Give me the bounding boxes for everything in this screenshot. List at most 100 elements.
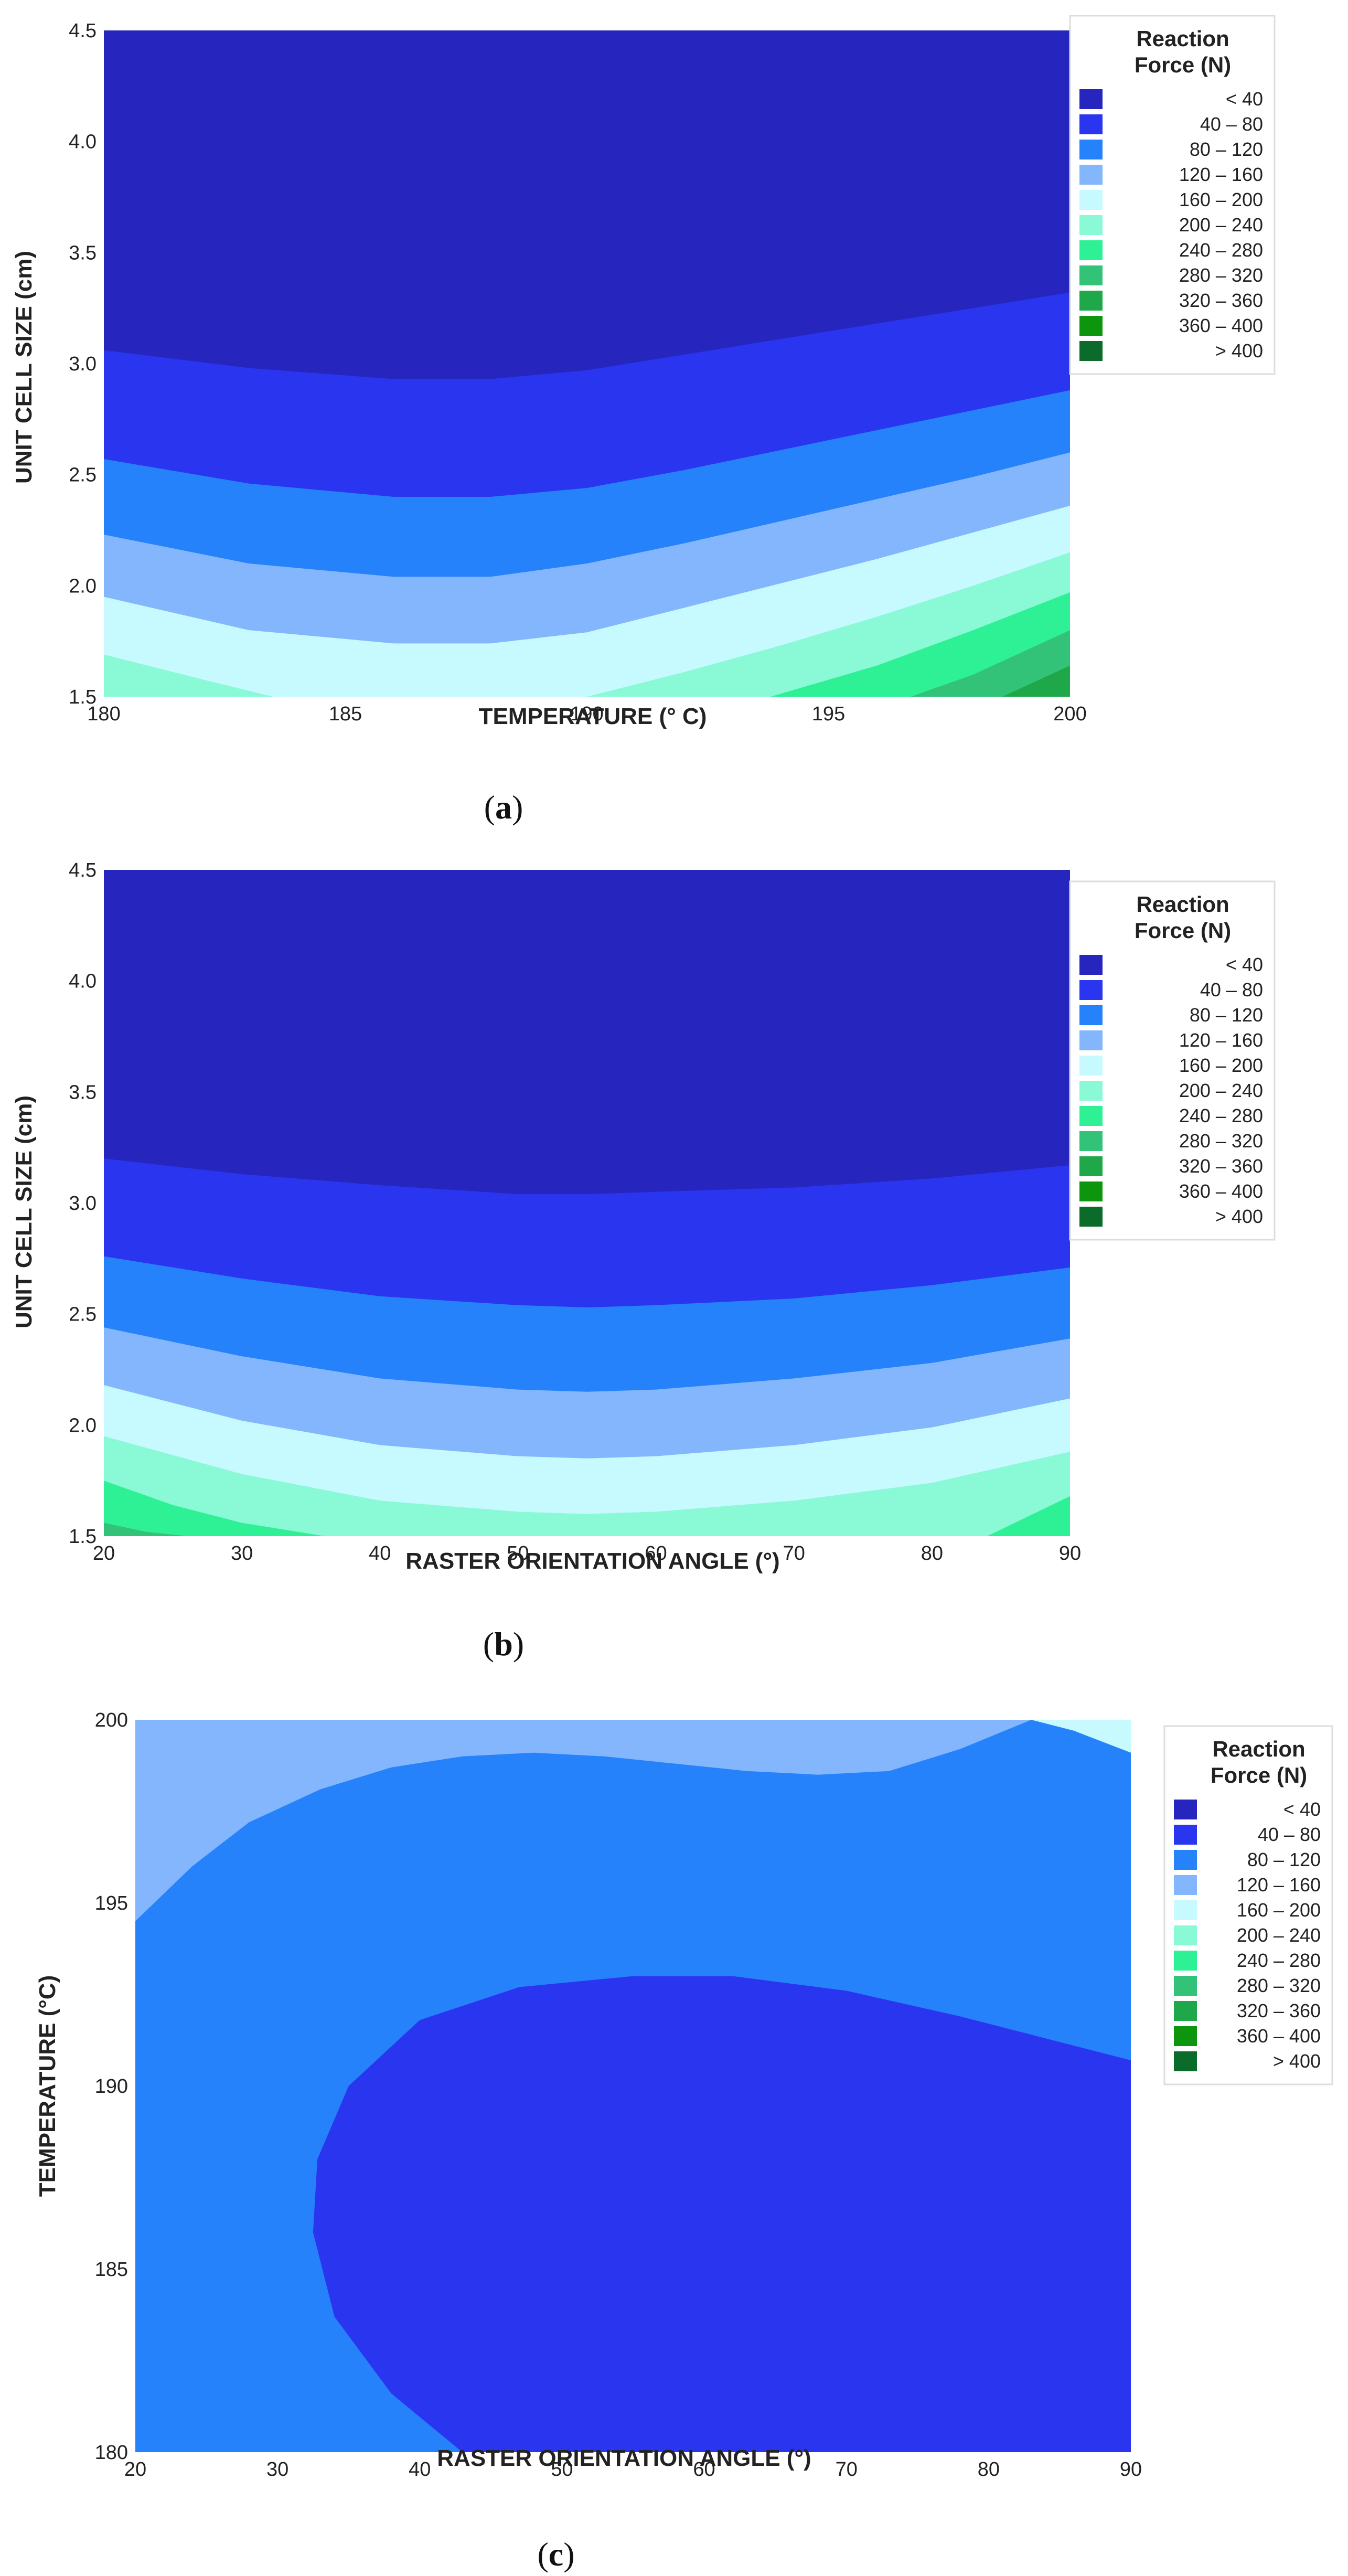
y-tick-label: 185 [95,2259,128,2281]
legend-label: 200 – 240 [1179,214,1263,236]
legend-swatch [1174,1875,1197,1895]
legend-label: 200 – 240 [1237,1924,1321,1946]
y-tick-label: 3.0 [69,353,97,375]
legend-swatch [1079,165,1103,185]
legend-label: 160 – 200 [1237,1899,1321,1921]
x-tick-label: 90 [1059,1542,1081,1564]
x-axis-title: RASTER ORIENTATION ANGLE (°) [437,2445,811,2471]
y-tick-label: 4.5 [69,859,97,881]
legend-swatch [1174,2026,1197,2046]
x-tick-label: 30 [266,2458,288,2481]
legend-swatch [1079,240,1103,260]
legend-swatch [1174,1976,1197,1996]
legend-swatch [1174,2051,1197,2071]
contour-band-200 [104,552,1070,697]
legend-label: > 400 [1273,2050,1321,2072]
y-tick-label: 4.0 [69,131,97,153]
legend-label: 80 – 120 [1247,1849,1321,1870]
legend-label: 360 – 400 [1237,2025,1321,2047]
contour-chart-b: 1.5 2.0 2.5 3.0 3.5 4.0 4.5 20 30 40 50 60 70 80 90 U… [11,859,1276,1663]
legend-frame [1069,15,1276,375]
legend-swatch [1174,1800,1197,1819]
legend-label: 200 – 240 [1179,1080,1263,1101]
y-tick-label: 3.5 [69,1081,97,1103]
contour-band-320 [1002,665,1070,697]
contour-chart-c: 180 185 190 195 200 20 30 40 50 60 70 80 90 TEMPERA… [35,1709,1333,2573]
x-axis-title: TEMPERATURE (° C) [479,704,707,729]
contour-band-280 [911,630,1070,697]
legend-label: 120 – 160 [1179,1029,1263,1051]
legend-label: > 400 [1215,340,1263,361]
legend-label: < 40 [1226,954,1263,975]
legend-swatch [1079,291,1103,311]
panel-caption: (b) [483,1625,524,1663]
panel-c: 180 185 190 195 200 20 30 40 50 60 70 80 90 TEMPERA… [0,1695,1348,2576]
legend-label: 40 – 80 [1258,1824,1321,1845]
legend-label: 240 – 280 [1179,239,1263,261]
x-axis-ticks: 20 30 40 50 60 70 80 90 [124,2458,1142,2481]
legend-label: 160 – 200 [1179,189,1263,210]
legend-label: 120 – 160 [1237,1874,1321,1896]
contour-band-200 [104,1436,1070,1536]
y-tick-label: 180 [95,2442,128,2464]
legend-swatch [1079,265,1103,285]
legend-swatch [1079,955,1103,975]
legend-swatch [1079,980,1103,1000]
y-tick-label: 3.5 [69,242,97,264]
legend-swatch [1079,1207,1103,1227]
legend-swatch [1174,1951,1197,1971]
legend-label: 120 – 160 [1179,164,1263,185]
x-tick-label: 20 [93,1542,115,1564]
x-tick-label: 60 [693,2458,715,2481]
y-tick-label: 195 [95,1892,128,1914]
legend-label: > 400 [1215,1206,1263,1227]
legend-label: 320 – 360 [1179,290,1263,311]
x-tick-label: 80 [978,2458,1000,2481]
y-tick-label: 4.5 [69,20,97,42]
y-axis-ticks: 1.5 2.0 2.5 3.0 3.5 4.0 4.5 [69,20,97,708]
legend-swatch [1174,1900,1197,1920]
legend-title-line2: Force (N) [1211,1763,1307,1787]
y-tick-label: 2.0 [69,1414,97,1436]
y-tick-label: 2.5 [69,1304,97,1326]
contour-band-240 [104,1481,325,1536]
legend-label: < 40 [1283,1798,1321,1820]
contour-band-240 [987,1496,1070,1536]
x-axis-title: RASTER ORIENTATION ANGLE (°) [405,1548,779,1574]
x-tick-label: 70 [836,2458,858,2481]
panel-caption: (c) [537,2536,574,2573]
legend-swatch [1079,1056,1103,1076]
contour-band-160 [1031,1720,1131,1753]
legend-label: 80 – 120 [1190,1004,1263,1026]
legend-title-line1: Reaction [1136,892,1229,917]
legend-title-line1: Reaction [1136,26,1229,51]
legend-swatch [1079,1030,1103,1050]
y-axis-ticks: 180 185 190 195 200 [95,1709,128,2464]
legend-label: 40 – 80 [1200,113,1263,135]
y-axis-title: TEMPERATURE (°C) [35,1975,60,2197]
y-tick-label: 190 [95,2075,128,2098]
legend-frame [1069,880,1276,1241]
legend-swatch [1079,316,1103,336]
plot-area [104,30,1070,697]
y-tick-label: 4.0 [69,971,97,993]
y-tick-label: 3.0 [69,1193,97,1215]
legend-swatch [1174,1825,1197,1845]
x-tick-label: 195 [812,703,845,725]
y-tick-label: 1.5 [69,1526,97,1548]
x-tick-label: 80 [921,1542,943,1564]
legend-swatch [1079,114,1103,134]
y-tick-label: 200 [95,1709,128,1731]
x-tick-label: 180 [87,703,120,725]
legend-swatch [1079,140,1103,159]
x-tick-label: 70 [783,1542,805,1564]
x-tick-label: 50 [507,1542,529,1564]
legend-label: < 40 [1226,88,1263,110]
legend-label: 280 – 320 [1179,264,1263,286]
panel-a: 1.5 2.0 2.5 3.0 3.5 4.0 4.5 180 185 190 195 200 UN… [0,0,1348,826]
legend-swatch [1079,1156,1103,1176]
x-tick-label: 50 [551,2458,573,2481]
